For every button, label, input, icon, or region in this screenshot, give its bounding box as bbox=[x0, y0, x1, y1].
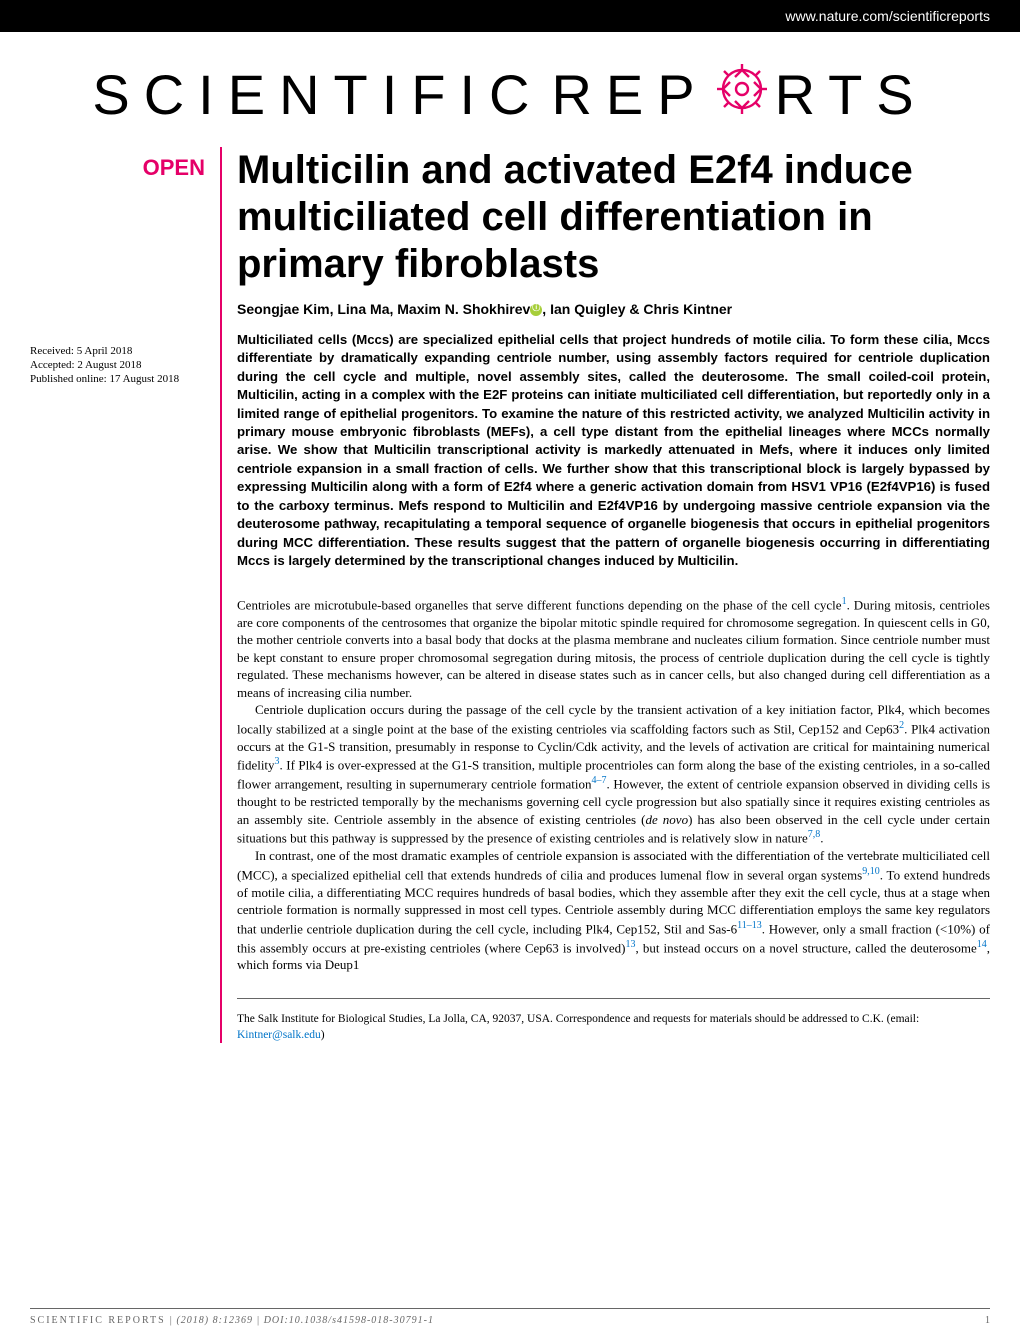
journal-url-bar: www.nature.com/scientificreports bbox=[0, 0, 1020, 32]
para-2: Centriole duplication occurs during the … bbox=[237, 701, 990, 847]
italic-term: de novo bbox=[645, 812, 688, 827]
footer-journal: SCIENTIFIC REPORTS bbox=[30, 1315, 166, 1326]
para-1: Centrioles are microtubule-based organel… bbox=[237, 595, 990, 702]
article-title: Multicilin and activated E2f4 induce mul… bbox=[237, 147, 990, 289]
article-body: Centrioles are microtubule-based organel… bbox=[237, 595, 990, 974]
content-wrapper: OPEN Received: 5 April 2018 Accepted: 2 … bbox=[0, 147, 1020, 1043]
authors-pre: Seongjae Kim, Lina Ma, Maxim N. Shokhire… bbox=[237, 301, 530, 317]
authors-list: Seongjae Kim, Lina Ma, Maxim N. Shokhire… bbox=[237, 301, 990, 317]
footer-citation-text: | (2018) 8:12369 | DOI:10.1038/s41598-01… bbox=[166, 1315, 434, 1326]
footer-citation: SCIENTIFIC REPORTS | (2018) 8:12369 | DO… bbox=[30, 1315, 434, 1326]
page-footer: SCIENTIFIC REPORTS | (2018) 8:12369 | DO… bbox=[30, 1308, 990, 1326]
para-3: In contrast, one of the most dramatic ex… bbox=[237, 847, 990, 974]
ref-link[interactable]: 11–13 bbox=[737, 920, 762, 931]
page-number: 1 bbox=[985, 1315, 990, 1326]
journal-url[interactable]: www.nature.com/scientificreports bbox=[785, 8, 990, 24]
main-column: Multicilin and activated E2f4 induce mul… bbox=[220, 147, 990, 1043]
gear-icon bbox=[717, 62, 767, 127]
orcid-icon[interactable] bbox=[530, 304, 542, 316]
masthead-word-left: SCIENTIFIC bbox=[92, 62, 543, 127]
masthead-word-right: RTS bbox=[775, 62, 928, 127]
left-column: OPEN Received: 5 April 2018 Accepted: 2 … bbox=[30, 147, 220, 1043]
ref-link[interactable]: 4–7 bbox=[591, 775, 606, 786]
ref-link[interactable]: 13 bbox=[625, 939, 635, 950]
received-date: Received: 5 April 2018 bbox=[30, 345, 205, 357]
affiliation: The Salk Institute for Biological Studie… bbox=[237, 998, 990, 1043]
ref-link[interactable]: 9,10 bbox=[862, 866, 880, 877]
affiliation-text: The Salk Institute for Biological Studie… bbox=[237, 1013, 919, 1025]
masthead-rep: REP bbox=[551, 62, 708, 127]
abstract: Multiciliated cells (Mccs) are specializ… bbox=[237, 331, 990, 571]
accepted-date: Accepted: 2 August 2018 bbox=[30, 359, 205, 371]
open-access-badge: OPEN bbox=[30, 155, 205, 181]
authors-post: , Ian Quigley & Chris Kintner bbox=[542, 301, 732, 317]
ref-link[interactable]: 7,8 bbox=[808, 829, 821, 840]
ref-link[interactable]: 14 bbox=[977, 939, 987, 950]
published-date: Published online: 17 August 2018 bbox=[30, 373, 205, 385]
journal-logo: SCIENTIFIC REP RTS bbox=[92, 62, 927, 127]
masthead: SCIENTIFIC REP RTS bbox=[0, 32, 1020, 147]
correspondence-email[interactable]: Kintner@salk.edu bbox=[237, 1029, 321, 1041]
